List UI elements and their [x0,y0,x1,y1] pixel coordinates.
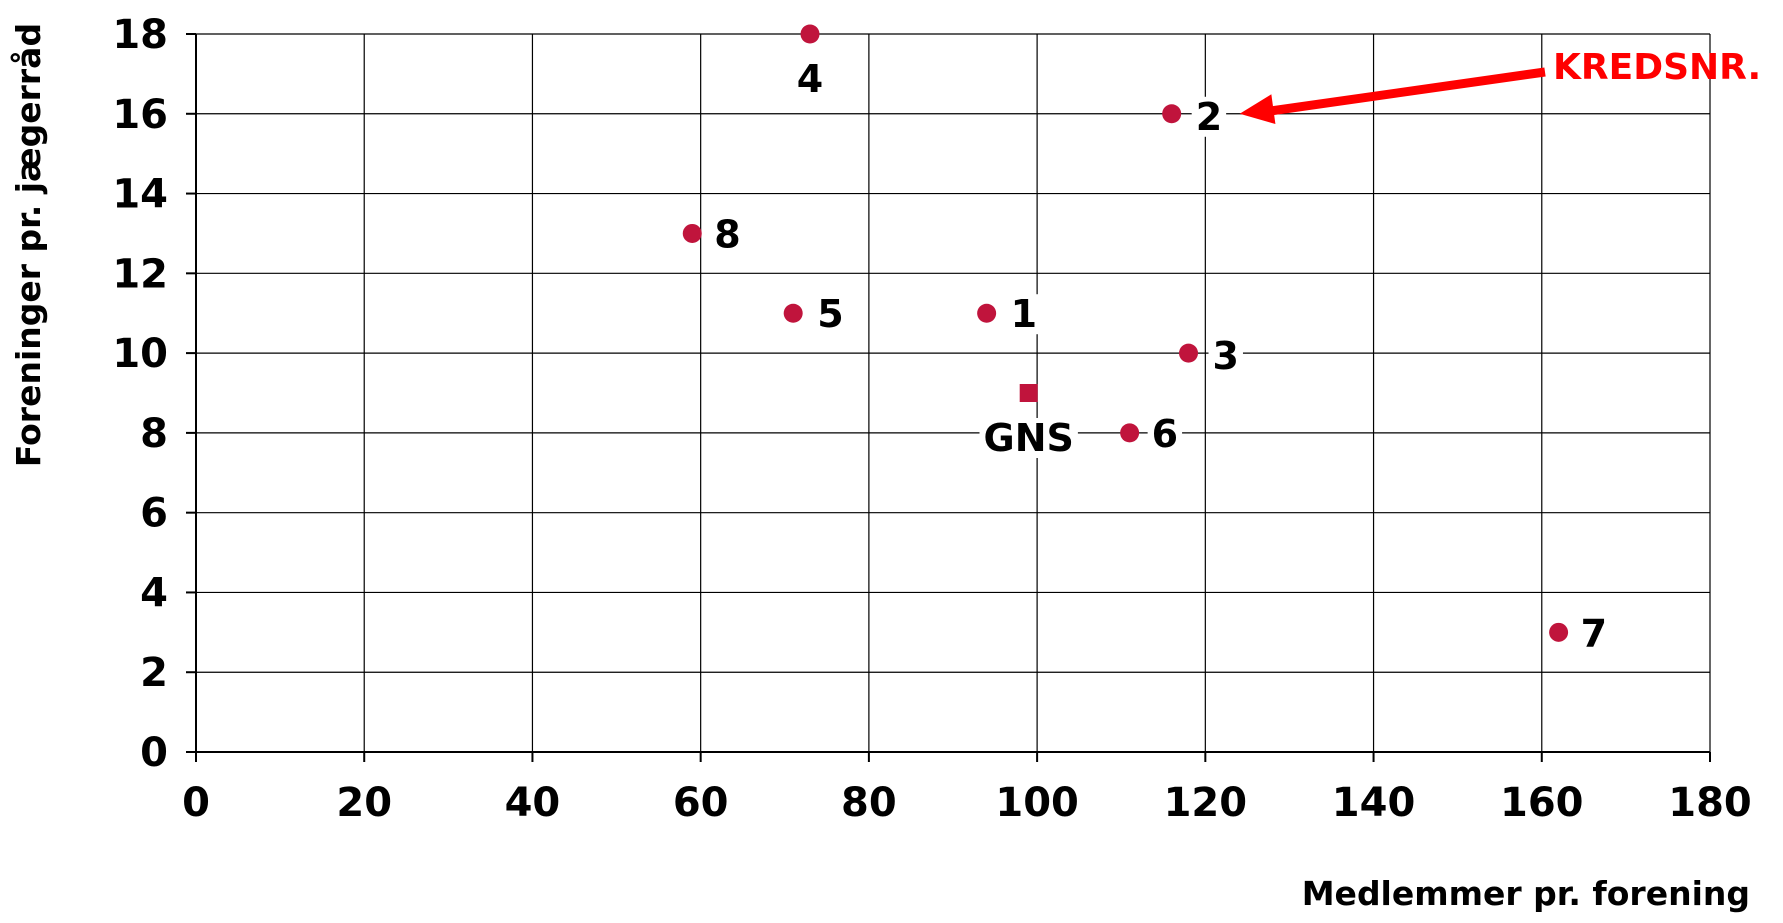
x-tick-label: 100 [995,780,1079,826]
point-label: 7 [1581,611,1607,655]
data-point [783,303,803,323]
point-label-bg [792,59,828,99]
point-label-bg [710,214,745,255]
y-tick-label: 8 [140,411,168,457]
annotation-arrow-head [1239,94,1276,125]
point-label-bg [1147,413,1183,454]
x-tick-labels: 0 20 40 60 80 100 120 140 160 180 [182,780,1752,826]
data-point [800,24,820,44]
axes [186,33,1711,762]
point-label: GNS [984,416,1074,460]
x-axis-title: Medlemmer pr. forening [1302,874,1750,913]
annotation-arrow-shaft [1257,67,1546,118]
data-point [1549,622,1569,642]
y-axis-title: Foreninger pr. jægerråd [9,23,48,467]
y-tick-label: 18 [112,12,168,58]
point-label-bg [1006,294,1042,335]
point-label: 8 [714,212,740,256]
point-label: 4 [797,57,823,101]
data-point-square [1019,384,1038,402]
point-label: 3 [1213,334,1239,378]
y-tick-label: 10 [112,331,168,377]
annotation: KREDSNR. [1239,47,1761,125]
data-point [1120,423,1140,443]
data-point [1179,343,1199,363]
y-tick-label: 4 [140,570,168,616]
x-tick-label: 140 [1332,780,1416,826]
point-label-bg [1576,613,1612,654]
point-label-bg [979,418,1078,458]
x-tick-label: 40 [505,780,561,826]
data-point [1162,104,1182,124]
x-tick-label: 20 [336,780,392,826]
point-label: 2 [1196,95,1222,139]
x-tick-label: 180 [1668,780,1752,826]
y-tick-label: 14 [112,172,168,218]
x-tick-label: 80 [841,780,897,826]
annotation-label: KREDSNR. [1553,47,1761,88]
data-points: 1 2 3 4 5 6 7 8 GNS [682,24,1612,655]
y-tick-labels: 0 2 4 6 8 10 12 14 16 18 [112,12,168,776]
point-label-bg [813,294,848,335]
y-tick-label: 16 [112,92,168,138]
y-tick-label: 12 [112,251,168,297]
data-point [682,223,702,243]
y-tick-label: 0 [140,730,168,776]
x-tick-label: 0 [182,780,210,826]
x-tick-label: 60 [673,780,729,826]
point-label: 5 [817,292,843,336]
x-tick-label: 120 [1164,780,1248,826]
point-label: 1 [1011,292,1037,336]
y-tick-label: 2 [140,650,168,696]
point-label: 6 [1152,412,1178,456]
data-point [977,303,997,323]
x-tick-label: 160 [1500,780,1584,826]
point-label-bg [1208,336,1243,377]
point-label-bg [1191,96,1227,137]
y-tick-label: 6 [140,491,168,537]
grid [196,33,1711,752]
